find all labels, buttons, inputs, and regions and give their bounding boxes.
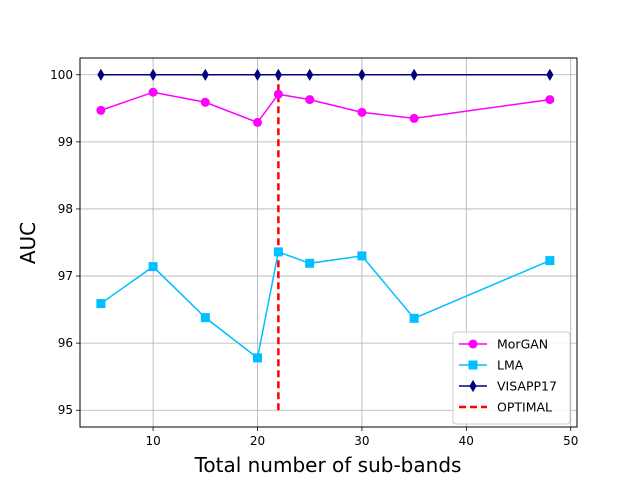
series-morgan-point xyxy=(305,95,315,105)
series-visapp17-point xyxy=(274,68,282,81)
y-tick-label: 99 xyxy=(58,135,73,149)
series-morgan xyxy=(96,87,555,127)
legend-marker-morgan xyxy=(468,339,478,349)
x-tick-label: 40 xyxy=(459,434,474,448)
series-morgan-point xyxy=(200,97,210,107)
legend-item-lma: LMA xyxy=(459,358,524,373)
series-layer xyxy=(96,68,555,363)
series-visapp17-point xyxy=(410,68,418,81)
series-morgan-point xyxy=(409,113,419,123)
legend-label-morgan: MorGAN xyxy=(497,337,548,352)
series-lma-point xyxy=(545,256,555,266)
y-axis-label: AUC xyxy=(16,222,40,264)
y-tick-label: 100 xyxy=(50,68,73,82)
legend-item-visapp17: VISAPP17 xyxy=(459,379,557,394)
series-lma-point xyxy=(200,313,210,323)
series-lma-point xyxy=(305,258,315,268)
legend: MorGAN LMA VISAPP17 OPTIMAL xyxy=(452,331,571,425)
series-morgan-point xyxy=(273,89,283,99)
series-lma-point xyxy=(357,251,367,261)
x-tick-label: 30 xyxy=(354,434,369,448)
x-tick-label: 50 xyxy=(563,434,578,448)
series-morgan-point xyxy=(545,95,555,105)
series-visapp17-point xyxy=(546,68,554,81)
x-tick-label: 20 xyxy=(250,434,265,448)
x-tick-label: 10 xyxy=(145,434,160,448)
series-visapp17 xyxy=(97,68,554,81)
series-lma-point xyxy=(409,313,419,323)
x-axis-label: Total number of sub-bands xyxy=(194,453,462,477)
legend-label-lma: LMA xyxy=(497,358,524,373)
y-tick-label: 98 xyxy=(58,202,73,216)
legend-box xyxy=(452,331,571,425)
series-visapp17-point xyxy=(306,68,314,81)
series-lma-point xyxy=(96,299,106,309)
series-lma xyxy=(96,247,555,363)
y-tick-label: 97 xyxy=(58,269,73,283)
series-morgan-point xyxy=(148,87,158,97)
plot-frame xyxy=(79,57,578,428)
series-lma-point xyxy=(253,353,262,363)
y-tick-label: 95 xyxy=(58,403,73,417)
y-tick-label: 96 xyxy=(58,336,73,350)
legend-label-optimal: OPTIMAL xyxy=(497,400,552,415)
legend-item-morgan: MorGAN xyxy=(459,337,548,352)
series-visapp17-point xyxy=(201,68,209,81)
series-morgan-point xyxy=(96,105,106,115)
series-morgan-point xyxy=(253,117,262,127)
axis-ticks: 10 20 30 40 50 95 96 97 98 99 100 xyxy=(50,68,578,448)
legend-item-optimal: OPTIMAL xyxy=(459,400,552,415)
legend-marker-visapp17 xyxy=(469,379,477,393)
series-visapp17-point xyxy=(253,68,262,81)
series-lma-point xyxy=(148,262,158,272)
series-lma-point xyxy=(273,247,283,257)
legend-marker-lma xyxy=(468,360,478,370)
series-visapp17-point xyxy=(97,68,105,81)
series-visapp17-point xyxy=(358,68,366,81)
legend-label-visapp17: VISAPP17 xyxy=(497,379,557,394)
series-visapp17-point xyxy=(149,68,157,81)
series-morgan-point xyxy=(357,107,367,117)
